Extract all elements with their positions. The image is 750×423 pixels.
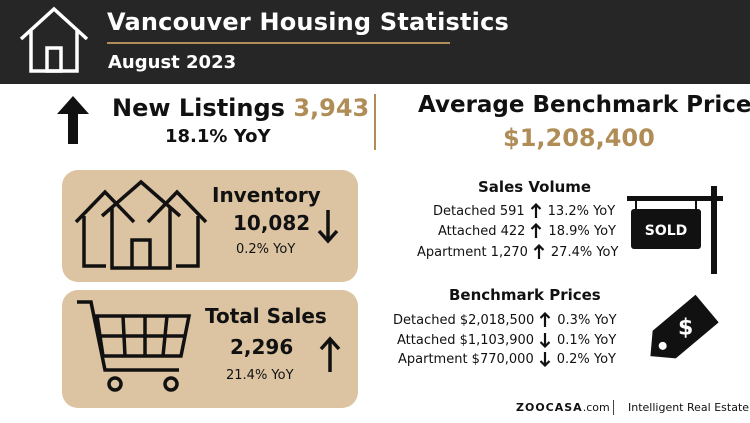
inventory-value: 10,082 <box>233 211 311 235</box>
total-sales-value: 2,296 <box>230 335 294 359</box>
header-banner: Vancouver Housing Statistics August 2023 <box>0 0 750 84</box>
benchmark-price-yoy: 0.3% YoY <box>557 312 617 328</box>
arrow-up-icon <box>531 223 542 238</box>
title-underline <box>107 42 450 44</box>
inventory-label: Inventory <box>212 183 321 207</box>
houses-icon <box>74 179 208 270</box>
sales-volume-label: Attached 422 <box>438 223 526 239</box>
arrow-down-icon <box>539 352 550 367</box>
brand-suffix: .com <box>582 401 610 414</box>
arrow-up-icon <box>533 244 545 259</box>
footer-divider <box>613 400 614 415</box>
sales-volume-label: Apartment 1,270 <box>417 244 528 260</box>
sold-sign-text: SOLD <box>645 223 688 239</box>
sales-volume-yoy: 13.2% YoY <box>547 203 616 219</box>
brand-name: ZOOCASA <box>516 401 583 414</box>
footer-brand-logo: ZOOCASA.com <box>516 401 610 414</box>
sales-volume-row: Detached 591 13.2% YoY <box>433 203 615 219</box>
arrow-up-icon <box>57 96 89 144</box>
benchmark-price-row: Detached $2,018,500 0.3% YoY <box>393 312 617 328</box>
benchmark-price-label: Detached $2,018,500 <box>393 312 535 328</box>
total-sales-label: Total Sales <box>205 304 327 328</box>
page-title: Vancouver Housing Statistics <box>107 8 509 36</box>
sales-volume-yoy: 18.9% YoY <box>548 223 616 239</box>
arrow-up-icon <box>319 336 341 372</box>
sold-sign-icon: SOLD <box>627 186 723 274</box>
sales-volume-yoy: 27.4% YoY <box>550 244 619 260</box>
arrow-up-icon <box>540 312 551 327</box>
shopping-cart-icon <box>77 300 192 392</box>
footer-tagline: Intelligent Real Estate <box>628 401 750 414</box>
average-benchmark-value: $1,208,400 <box>503 124 655 152</box>
svg-text:$: $ <box>678 316 693 341</box>
arrow-down-icon <box>539 333 551 348</box>
arrow-down-icon <box>317 210 339 244</box>
vertical-divider <box>374 94 376 150</box>
inventory-yoy: 0.2% YoY <box>236 242 296 257</box>
new-listings-label: New Listings <box>112 94 285 122</box>
page-subtitle: August 2023 <box>108 52 237 73</box>
benchmark-price-row: Attached $1,103,900 0.1% YoY <box>397 332 616 348</box>
new-listings-yoy: 18.1% YoY <box>165 126 271 147</box>
benchmark-prices-title: Benchmark Prices <box>449 286 601 304</box>
benchmark-price-yoy: 0.1% YoY <box>557 332 617 348</box>
arrow-up-icon <box>530 203 541 218</box>
benchmark-price-label: Apartment $770,000 <box>398 351 534 367</box>
benchmark-price-row: Apartment $770,000 0.2% YoY <box>398 351 616 367</box>
house-icon <box>19 6 89 73</box>
new-listings-heading: New Listings 3,943 <box>112 94 369 122</box>
sales-volume-label: Detached 591 <box>433 203 525 219</box>
average-benchmark-label: Average Benchmark Price <box>418 92 750 118</box>
new-listings-value: 3,943 <box>293 94 370 122</box>
sales-volume-row: Attached 422 18.9% YoY <box>438 223 616 239</box>
sales-volume-title: Sales Volume <box>478 178 592 196</box>
benchmark-price-label: Attached $1,103,900 <box>397 332 535 348</box>
total-sales-yoy: 21.4% YoY <box>226 368 294 383</box>
sales-volume-row: Apartment 1,270 27.4% YoY <box>417 244 618 260</box>
benchmark-price-yoy: 0.2% YoY <box>556 351 616 367</box>
price-tag-icon: $ <box>650 294 719 359</box>
